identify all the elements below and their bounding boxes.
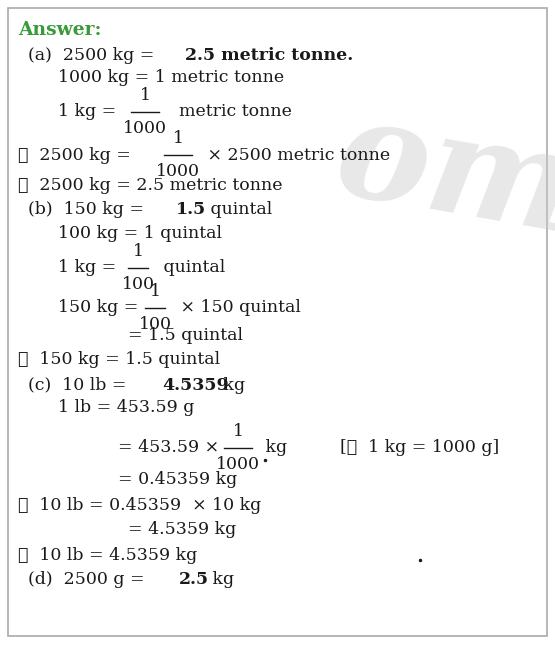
Text: 1: 1 xyxy=(173,130,184,147)
Text: 1000: 1000 xyxy=(216,456,260,473)
Text: (a)  2500 kg =: (a) 2500 kg = xyxy=(28,46,160,64)
Text: × 150 quintal: × 150 quintal xyxy=(175,299,301,316)
Text: 1 lb = 453.59 g: 1 lb = 453.59 g xyxy=(58,400,194,417)
Text: = 453.59 ×: = 453.59 × xyxy=(118,439,225,456)
Text: quintal: quintal xyxy=(205,202,273,219)
Text: kg: kg xyxy=(207,572,234,589)
Text: 1: 1 xyxy=(139,87,150,104)
Text: 4.5359: 4.5359 xyxy=(162,376,229,393)
Text: 1000 kg = 1 metric tonne: 1000 kg = 1 metric tonne xyxy=(58,70,284,87)
Text: ∴  10 lb = 0.45359  × 10 kg: ∴ 10 lb = 0.45359 × 10 kg xyxy=(18,497,261,514)
Text: kg: kg xyxy=(218,376,245,393)
Text: Answer:: Answer: xyxy=(18,21,102,39)
Text: = 1.5 quintal: = 1.5 quintal xyxy=(128,327,243,344)
Text: 1000: 1000 xyxy=(123,120,167,137)
Text: (d)  2500 g =: (d) 2500 g = xyxy=(28,572,150,589)
Text: (b)  150 kg =: (b) 150 kg = xyxy=(28,202,149,219)
Text: ∴  2500 kg =: ∴ 2500 kg = xyxy=(18,146,137,163)
Text: 1000: 1000 xyxy=(156,163,200,180)
Text: ∴  2500 kg = 2.5 metric tonne: ∴ 2500 kg = 2.5 metric tonne xyxy=(18,176,282,193)
Text: 2.5: 2.5 xyxy=(179,572,209,589)
Text: 1 kg =: 1 kg = xyxy=(58,104,122,120)
Text: = 0.45359 kg: = 0.45359 kg xyxy=(118,471,237,488)
Text: 1 kg =: 1 kg = xyxy=(58,260,122,277)
Text: 1.5: 1.5 xyxy=(176,202,206,219)
Text: kg: kg xyxy=(260,439,287,456)
Text: 1: 1 xyxy=(133,243,144,260)
Text: 1: 1 xyxy=(149,283,160,300)
Text: [∴  1 kg = 1000 g]: [∴ 1 kg = 1000 g] xyxy=(340,439,500,456)
Text: 150 kg =: 150 kg = xyxy=(58,299,144,316)
Text: 100: 100 xyxy=(139,316,171,333)
Text: quintal: quintal xyxy=(158,260,225,277)
Text: 1: 1 xyxy=(233,423,244,440)
Text: metric tonne: metric tonne xyxy=(168,104,292,120)
Text: 100: 100 xyxy=(122,276,154,293)
Text: × 2500 metric tonne: × 2500 metric tonne xyxy=(202,146,390,163)
Text: 100 kg = 1 quintal: 100 kg = 1 quintal xyxy=(58,225,222,242)
FancyBboxPatch shape xyxy=(8,8,547,636)
Text: om: om xyxy=(325,89,555,262)
Text: (c)  10 lb =: (c) 10 lb = xyxy=(28,376,132,393)
Text: = 4.5359 kg: = 4.5359 kg xyxy=(128,521,236,538)
Text: ∴  150 kg = 1.5 quintal: ∴ 150 kg = 1.5 quintal xyxy=(18,352,220,368)
Text: ∴  10 lb = 4.5359 kg: ∴ 10 lb = 4.5359 kg xyxy=(18,546,197,564)
Text: 2.5 metric tonne.: 2.5 metric tonne. xyxy=(185,46,353,64)
